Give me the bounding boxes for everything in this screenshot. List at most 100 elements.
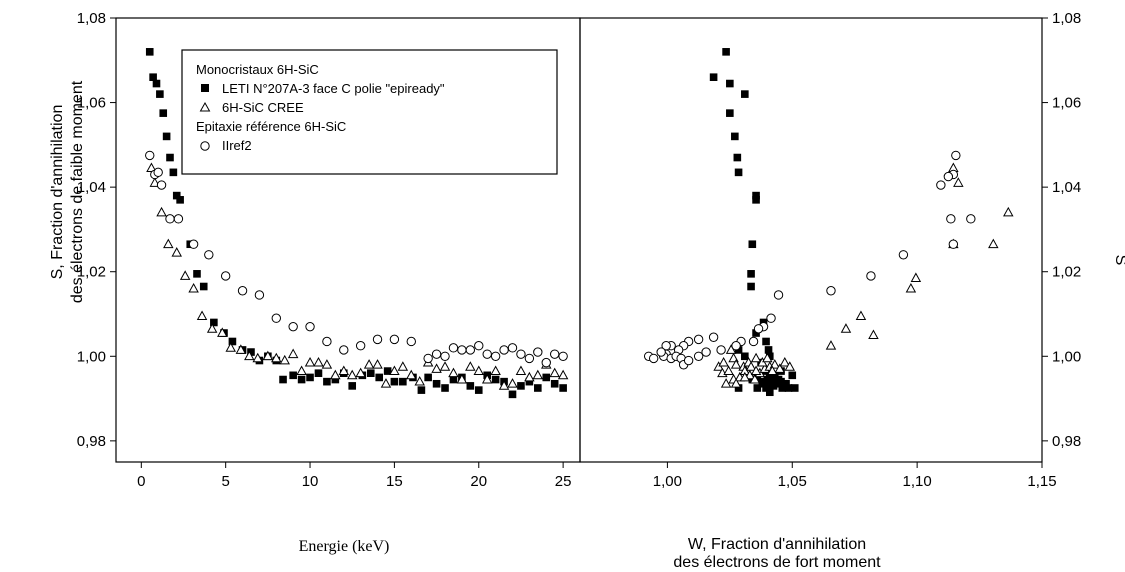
left-point-iiref2 [173, 214, 184, 224]
left-point-iiref2 [372, 334, 383, 345]
left-plot-ticks: 0 5 10 15 20 25 0,98 1,00 1,02 1,04 1,06 1,08 [77, 10, 572, 490]
left-point-leti [297, 375, 306, 384]
right-point-iiref2 [693, 351, 704, 361]
left-point-cree [244, 350, 255, 361]
right-point-leti [741, 90, 749, 98]
left-point-iiref2 [533, 347, 543, 357]
right-point-cree [730, 359, 742, 369]
left-point-cree [287, 348, 299, 359]
left-point-leti [534, 384, 542, 392]
left-point-leti [172, 191, 181, 200]
left-point-iiref2 [288, 321, 298, 332]
right-point-cree [988, 238, 999, 249]
right-point-cree [855, 310, 867, 321]
left-point-leti [152, 79, 161, 88]
right-point-iiref2 [773, 290, 784, 300]
left-point-cree [346, 369, 358, 380]
left-point-iiref2 [220, 271, 231, 281]
left-point-leti [474, 386, 483, 394]
right-point-leti [747, 282, 755, 291]
left-point-cree [363, 359, 375, 369]
left-y-tick-label: 1,04 [77, 179, 106, 196]
left-point-cree [473, 365, 485, 375]
right-point-cree [750, 365, 762, 375]
right-point-leti [722, 48, 730, 56]
left-point-cree [206, 323, 218, 333]
right-point-cree [723, 365, 734, 375]
legend-circle-marker-icon [200, 141, 210, 151]
right-point-iiref2 [948, 239, 959, 249]
left-x-tick-label: 20 [470, 473, 487, 490]
right-y-tick-label: 1,08 [1052, 10, 1081, 27]
right-y-tick-label: 1,00 [1052, 348, 1081, 365]
right-point-cree [745, 361, 757, 371]
left-point-leti [156, 90, 164, 98]
left-point-iiref2 [389, 334, 400, 345]
left-point-cree [414, 376, 425, 386]
right-x-tick-label: 1,00 [653, 473, 682, 490]
left-point-iiref2 [499, 345, 509, 355]
right-point-cree [910, 272, 922, 282]
right-point-cree [720, 378, 732, 388]
right-point-cree [779, 356, 791, 367]
left-point-cree [532, 369, 544, 380]
right-point-cree [767, 365, 778, 375]
right-point-iiref2 [656, 347, 666, 357]
legend-entry-cree: 6H-SiC CREE [222, 100, 304, 115]
left-point-leti [424, 373, 432, 382]
right-point-leti [752, 329, 760, 337]
left-point-cree [448, 367, 459, 378]
left-point-leti [550, 379, 559, 388]
right-point-leti [726, 109, 734, 117]
right-point-iiref2 [701, 347, 711, 357]
left-point-leti [390, 377, 399, 386]
left-point-cree [262, 350, 274, 361]
left-point-leti [375, 373, 384, 382]
left-point-cree [271, 352, 282, 363]
right-point-leti [784, 384, 793, 392]
right-x-tick-label: 1,05 [778, 473, 807, 490]
right-y-tick-label: 1,02 [1052, 264, 1081, 281]
left-point-iiref2 [153, 167, 163, 178]
left-point-leti [441, 384, 449, 392]
right-point-iiref2 [753, 324, 764, 334]
legend: Monocristaux 6H-SiC LETI N°207A-3 face C… [181, 49, 558, 175]
left-point-leti [176, 196, 184, 204]
left-point-cree [196, 310, 208, 321]
right-point-leti [762, 337, 770, 346]
right-point-leti [752, 191, 760, 200]
x-axis-label-left: Energie (keV) [299, 538, 390, 555]
left-point-cree [252, 352, 263, 363]
left-point-iiref2 [423, 353, 433, 364]
left-point-cree [507, 378, 518, 388]
right-y-tick-label: 0,98 [1052, 433, 1081, 450]
left-point-leti [145, 48, 154, 56]
left-point-iiref2 [254, 290, 265, 300]
left-point-iiref2 [524, 353, 535, 364]
left-point-iiref2 [465, 345, 476, 355]
left-point-iiref2 [204, 250, 214, 260]
right-point-cree [868, 329, 879, 340]
left-point-cree [456, 373, 468, 384]
right-point-leti [764, 346, 773, 354]
left-point-leti [228, 337, 237, 346]
right-point-iiref2 [731, 341, 741, 351]
right-point-leti [770, 371, 779, 380]
left-x-tick-label: 25 [555, 473, 572, 490]
right-point-cree [774, 363, 786, 373]
left-point-cree [179, 270, 191, 280]
right-point-cree [905, 282, 917, 293]
left-point-cree [490, 365, 501, 375]
right-point-cree [784, 361, 796, 371]
left-point-leti [279, 375, 287, 384]
right-point-iiref2 [648, 353, 659, 364]
right-point-cree [750, 352, 762, 363]
left-x-tick-label: 5 [222, 473, 230, 490]
right-point-iiref2 [898, 250, 909, 260]
right-point-iiref2 [683, 355, 694, 366]
right-point-leti [734, 346, 743, 354]
left-point-cree [498, 380, 510, 390]
right-point-cree [825, 340, 837, 350]
left-point-cree [330, 369, 341, 380]
